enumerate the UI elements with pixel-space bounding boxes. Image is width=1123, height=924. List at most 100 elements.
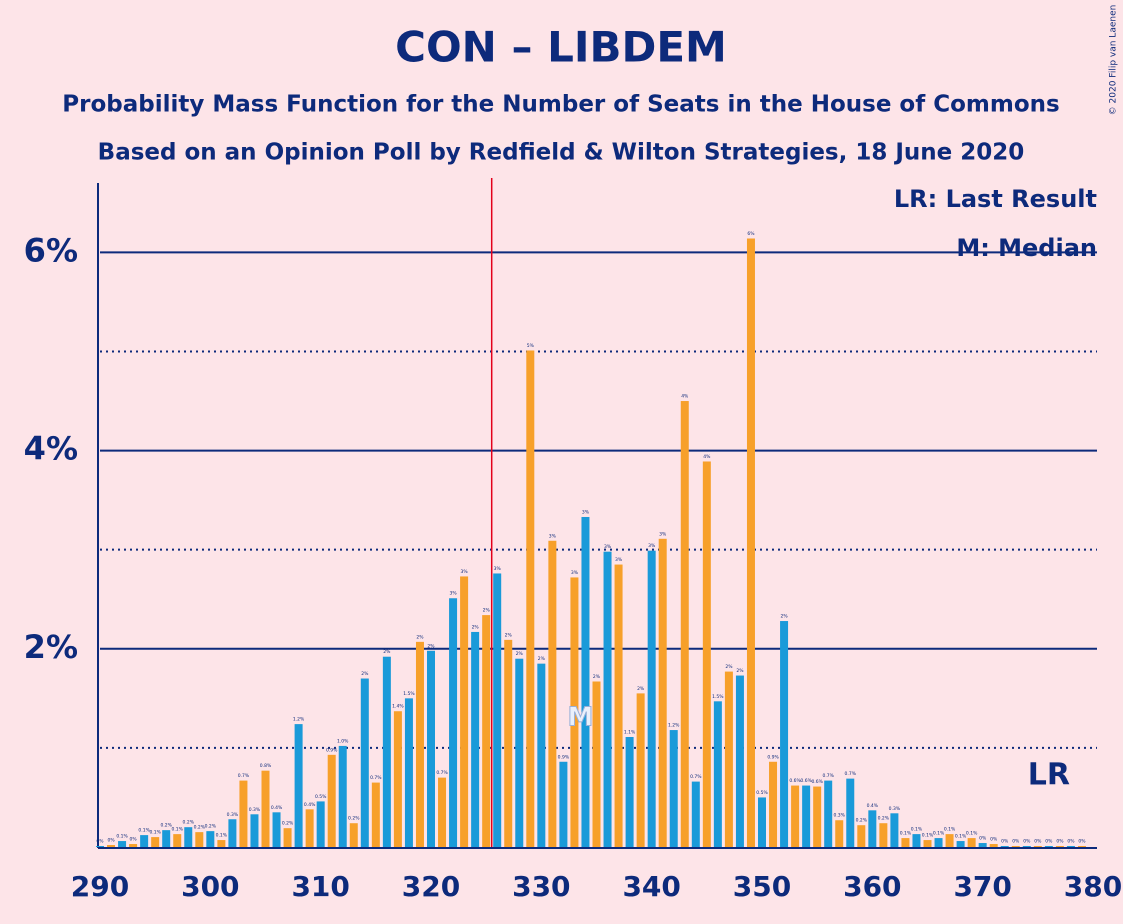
value-label: 0%	[96, 839, 104, 845]
bar	[515, 658, 524, 847]
bar	[890, 813, 899, 847]
bar	[1022, 846, 1031, 847]
value-label: 0%	[1023, 839, 1031, 845]
value-label: 0.1%	[216, 833, 228, 839]
median-marker: M	[568, 703, 594, 733]
value-label: 2%	[383, 649, 391, 655]
bar	[393, 711, 402, 847]
y-tick-label: 6%	[24, 231, 78, 269]
value-label: 1.0%	[337, 738, 349, 744]
value-label: 0%	[1034, 839, 1042, 845]
bar	[857, 825, 866, 847]
value-label: 1.2%	[293, 717, 305, 723]
value-label: 0.6%	[811, 779, 823, 785]
bar	[691, 781, 700, 847]
y-tick-label: 4%	[24, 430, 78, 468]
value-label: 0.4%	[867, 803, 879, 809]
bar	[702, 461, 711, 847]
x-tick-label: 300	[181, 870, 239, 903]
value-label: 0.1%	[149, 830, 161, 836]
value-label: 0.2%	[183, 820, 195, 826]
value-label: 0.2%	[348, 816, 360, 822]
bar	[250, 814, 259, 847]
x-tick-label: 310	[291, 870, 349, 903]
bar	[934, 838, 943, 847]
value-label: 0.9%	[767, 754, 779, 760]
bar	[471, 631, 480, 847]
subtitle: Based on an Opinion Poll by Redfield & W…	[98, 140, 1025, 166]
bar	[923, 840, 932, 847]
bar	[537, 663, 546, 847]
legend-entry: LR: Last Result	[894, 185, 1097, 213]
bar	[735, 675, 744, 847]
value-label: 0%	[1045, 839, 1053, 845]
bar	[989, 844, 998, 847]
value-label: 0.4%	[271, 805, 283, 811]
value-label: 0.2%	[205, 824, 217, 830]
chart-title: CON – LIBDEM	[395, 23, 727, 72]
x-tick-label: 340	[622, 870, 680, 903]
bar	[283, 828, 292, 847]
x-tick-label: 330	[512, 870, 570, 903]
bar	[129, 844, 138, 847]
value-label: 1.1%	[624, 729, 636, 735]
bar	[195, 832, 204, 847]
value-label: 6%	[747, 231, 755, 237]
bar	[349, 823, 358, 847]
value-label: 3%	[571, 570, 579, 576]
bar	[603, 551, 612, 847]
value-label: 0.9%	[326, 747, 338, 753]
value-label: 2%	[472, 624, 480, 630]
value-label: 0.4%	[304, 802, 316, 808]
value-label: 0.3%	[834, 813, 846, 819]
value-label: 0.2%	[878, 816, 890, 822]
value-label: 0.3%	[249, 807, 261, 813]
value-label: 4%	[703, 454, 711, 460]
value-label: 1.5%	[712, 694, 724, 700]
value-label: 3%	[615, 557, 623, 563]
bar	[967, 838, 976, 847]
value-label: 0%	[130, 837, 138, 843]
bar	[570, 577, 579, 847]
bar	[173, 834, 182, 847]
bar	[338, 745, 347, 847]
bar	[978, 843, 987, 847]
value-label: 2%	[538, 656, 546, 662]
bar	[526, 350, 535, 847]
value-label: 0.1%	[172, 827, 184, 833]
value-label: 0.1%	[900, 831, 912, 837]
value-label: 3%	[582, 509, 590, 515]
bar	[835, 820, 844, 847]
bar	[956, 841, 965, 847]
bar	[625, 736, 634, 847]
bar	[217, 840, 226, 847]
bar	[1077, 846, 1086, 847]
value-label: 0.3%	[227, 812, 239, 818]
bar	[901, 838, 910, 847]
bar	[647, 550, 656, 847]
value-label: 0.2%	[282, 821, 294, 827]
bar	[140, 835, 149, 847]
bar	[415, 641, 424, 847]
value-label: 0%	[107, 838, 115, 844]
bar	[1000, 846, 1009, 847]
y-tick-label: 2%	[24, 628, 78, 666]
bar	[780, 621, 789, 847]
bar	[382, 656, 391, 847]
bar	[669, 730, 678, 847]
value-label: 0.1%	[955, 834, 967, 840]
x-tick-label: 370	[953, 870, 1011, 903]
bar	[460, 576, 469, 847]
bar	[636, 693, 645, 847]
value-label: 0.1%	[966, 831, 978, 837]
value-label: 0%	[990, 837, 998, 843]
value-label: 0%	[1012, 839, 1020, 845]
value-label: 2%	[427, 643, 435, 649]
bar	[868, 810, 877, 847]
value-label: 0%	[1067, 839, 1075, 845]
bar	[614, 564, 623, 847]
bar	[371, 782, 380, 847]
bar	[1044, 846, 1053, 847]
legend-entry: M: Median	[956, 234, 1097, 262]
value-label: 3%	[648, 543, 656, 549]
